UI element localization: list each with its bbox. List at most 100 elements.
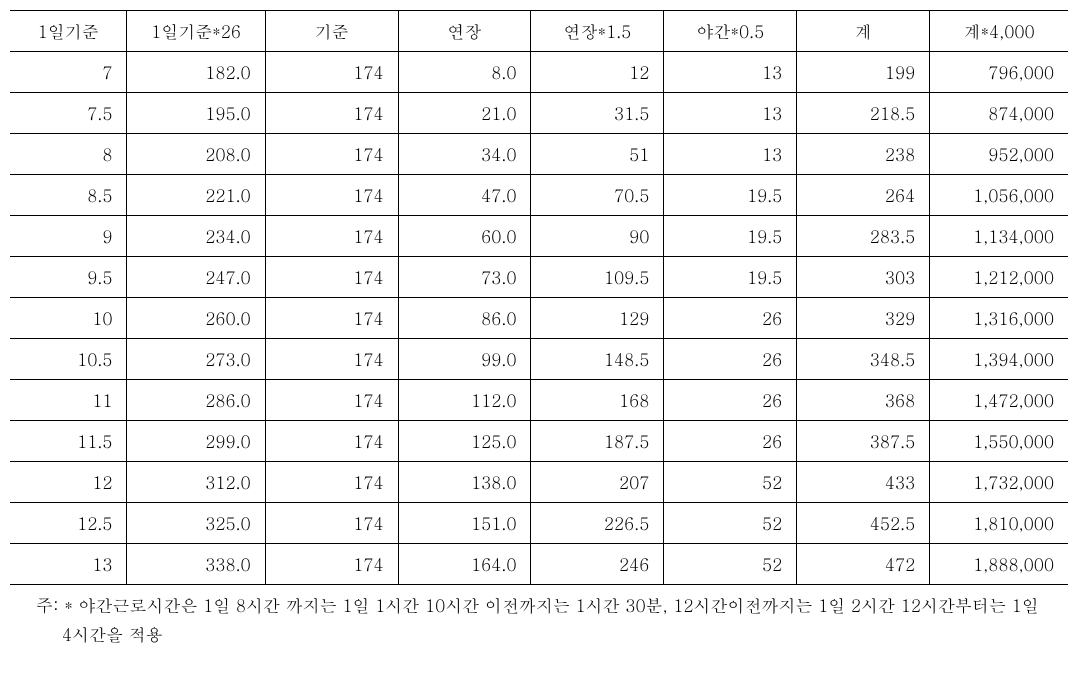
table-row: 7.5195.017421.031.513218.5874,000: [10, 93, 1068, 134]
table-cell: 11.5: [10, 421, 127, 462]
column-header-0: 1일기준: [10, 11, 127, 52]
table-cell: 19.5: [664, 216, 797, 257]
table-cell: 8.0: [398, 52, 531, 93]
column-header-1: 1일기준*26: [127, 11, 265, 52]
table-cell: 207: [531, 462, 664, 503]
table-cell: 60.0: [398, 216, 531, 257]
table-cell: 174: [265, 52, 398, 93]
table-cell: 264: [797, 175, 930, 216]
column-header-5: 야간*0.5: [664, 11, 797, 52]
table-cell: 1,810,000: [930, 503, 1068, 544]
table-cell: 329: [797, 298, 930, 339]
table-cell: 73.0: [398, 257, 531, 298]
table-cell: 51: [531, 134, 664, 175]
table-cell: 234.0: [127, 216, 265, 257]
table-row: 10.5273.017499.0148.526348.51,394,000: [10, 339, 1068, 380]
table-container: 1일기준1일기준*26기준연장연장*1.5야간*0.5계계*4,000 7182…: [10, 10, 1068, 649]
table-row: 11286.0174112.0168263681,472,000: [10, 380, 1068, 421]
table-cell: 283.5: [797, 216, 930, 257]
table-cell: 13: [664, 93, 797, 134]
table-cell: 1,212,000: [930, 257, 1068, 298]
table-cell: 8: [10, 134, 127, 175]
table-cell: 26: [664, 298, 797, 339]
table-cell: 247.0: [127, 257, 265, 298]
table-cell: 199: [797, 52, 930, 93]
table-cell: 472: [797, 544, 930, 585]
table-cell: 303: [797, 257, 930, 298]
table-cell: 387.5: [797, 421, 930, 462]
column-header-2: 기준: [265, 11, 398, 52]
table-cell: 187.5: [531, 421, 664, 462]
table-cell: 174: [265, 503, 398, 544]
table-cell: 34.0: [398, 134, 531, 175]
table-row: 12.5325.0174151.0226.552452.51,810,000: [10, 503, 1068, 544]
table-cell: 1,550,000: [930, 421, 1068, 462]
table-cell: 52: [664, 462, 797, 503]
table-cell: 13: [664, 134, 797, 175]
table-cell: 312.0: [127, 462, 265, 503]
table-cell: 12: [10, 462, 127, 503]
table-body: 7182.01748.01213199796,0007.5195.017421.…: [10, 52, 1068, 585]
table-cell: 325.0: [127, 503, 265, 544]
column-header-3: 연장: [398, 11, 531, 52]
table-cell: 26: [664, 421, 797, 462]
table-cell: 11: [10, 380, 127, 421]
table-cell: 218.5: [797, 93, 930, 134]
table-cell: 90: [531, 216, 664, 257]
table-cell: 452.5: [797, 503, 930, 544]
table-cell: 174: [265, 134, 398, 175]
table-cell: 1,732,000: [930, 462, 1068, 503]
table-cell: 1,888,000: [930, 544, 1068, 585]
table-cell: 125.0: [398, 421, 531, 462]
table-cell: 246: [531, 544, 664, 585]
table-cell: 129: [531, 298, 664, 339]
table-cell: 112.0: [398, 380, 531, 421]
table-cell: 174: [265, 380, 398, 421]
table-cell: 13: [10, 544, 127, 585]
table-cell: 148.5: [531, 339, 664, 380]
table-cell: 1,472,000: [930, 380, 1068, 421]
table-row: 9.5247.017473.0109.519.53031,212,000: [10, 257, 1068, 298]
table-cell: 299.0: [127, 421, 265, 462]
table-cell: 164.0: [398, 544, 531, 585]
table-cell: 174: [265, 93, 398, 134]
table-cell: 182.0: [127, 52, 265, 93]
table-cell: 273.0: [127, 339, 265, 380]
table-row: 12312.0174138.0207524331,732,000: [10, 462, 1068, 503]
table-cell: 9.5: [10, 257, 127, 298]
table-cell: 174: [265, 298, 398, 339]
table-cell: 8.5: [10, 175, 127, 216]
table-cell: 874,000: [930, 93, 1068, 134]
table-row: 8.5221.017447.070.519.52641,056,000: [10, 175, 1068, 216]
table-cell: 26: [664, 380, 797, 421]
table-cell: 151.0: [398, 503, 531, 544]
table-cell: 174: [265, 421, 398, 462]
table-cell: 138.0: [398, 462, 531, 503]
table-cell: 796,000: [930, 52, 1068, 93]
table-cell: 208.0: [127, 134, 265, 175]
table-cell: 31.5: [531, 93, 664, 134]
table-cell: 7.5: [10, 93, 127, 134]
table-header-row: 1일기준1일기준*26기준연장연장*1.5야간*0.5계계*4,000: [10, 11, 1068, 52]
table-cell: 1,394,000: [930, 339, 1068, 380]
table-cell: 70.5: [531, 175, 664, 216]
table-cell: 260.0: [127, 298, 265, 339]
table-row: 10260.017486.0129263291,316,000: [10, 298, 1068, 339]
table-cell: 174: [265, 175, 398, 216]
table-row: 7182.01748.01213199796,000: [10, 52, 1068, 93]
table-cell: 174: [265, 216, 398, 257]
table-cell: 226.5: [531, 503, 664, 544]
table-row: 9234.017460.09019.5283.51,134,000: [10, 216, 1068, 257]
table-cell: 1,134,000: [930, 216, 1068, 257]
column-header-7: 계*4,000: [930, 11, 1068, 52]
table-cell: 13: [664, 52, 797, 93]
table-cell: 52: [664, 544, 797, 585]
column-header-6: 계: [797, 11, 930, 52]
table-cell: 433: [797, 462, 930, 503]
table-cell: 348.5: [797, 339, 930, 380]
table-cell: 174: [265, 257, 398, 298]
table-cell: 12.5: [10, 503, 127, 544]
table-cell: 368: [797, 380, 930, 421]
table-cell: 952,000: [930, 134, 1068, 175]
table-cell: 19.5: [664, 257, 797, 298]
